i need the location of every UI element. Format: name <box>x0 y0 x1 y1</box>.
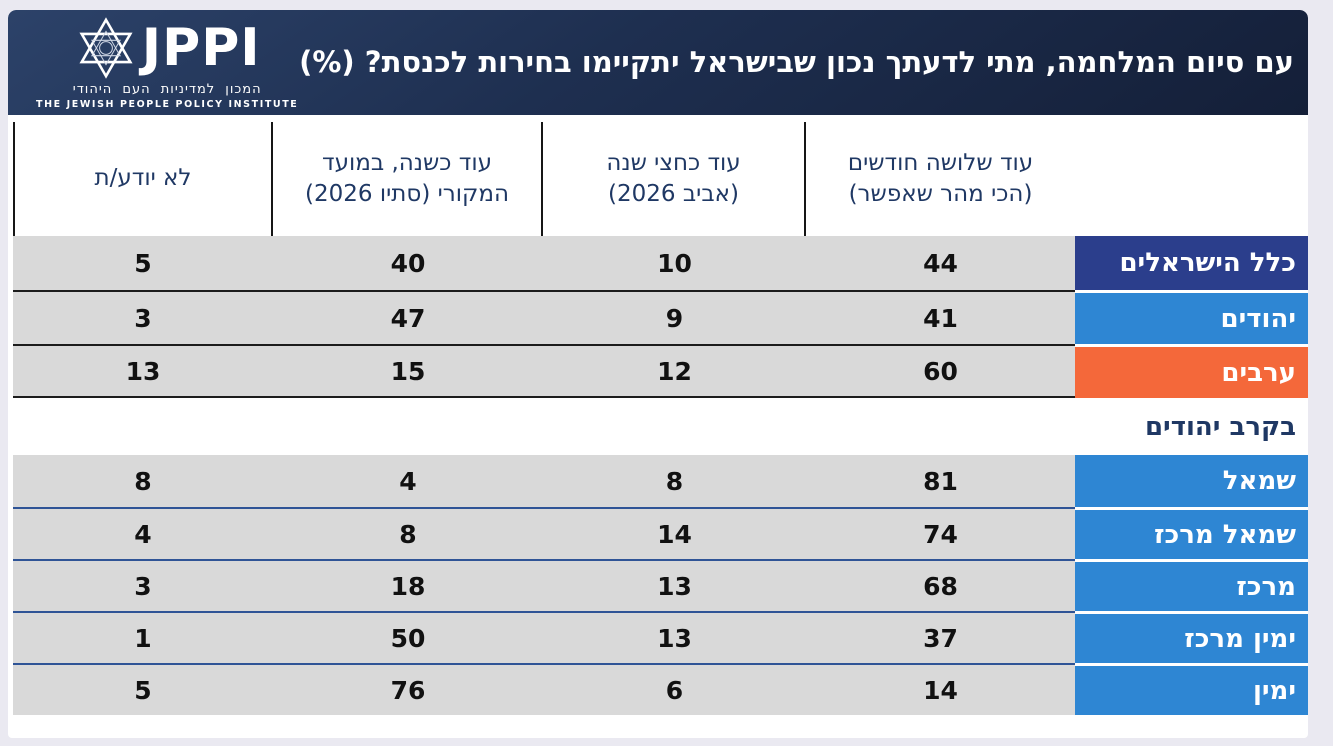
column-header-line: עוד כשנה, במועד <box>322 149 492 176</box>
header-spacer <box>1075 122 1308 236</box>
column-header-line: (אביב 2026) <box>608 181 739 207</box>
value-cell: 13 <box>543 559 806 611</box>
header-band: JPPI המכון למדיניות העם היהודי THE JEWIS… <box>8 10 1308 115</box>
column-header-line: עוד שלושה חודשים <box>847 149 1034 176</box>
value-cell: 76 <box>273 663 543 715</box>
value-cell: 37 <box>806 611 1075 663</box>
value-cell: 8 <box>13 455 273 507</box>
value-cell: 13 <box>13 344 273 398</box>
column-header-line: המקורי (סתיו 2026) <box>305 181 509 207</box>
row-label: כלל הישראלים <box>1075 236 1308 290</box>
column-header-three-months: עוד שלושה חודשים (הכי מהר שאפשר) <box>806 122 1075 236</box>
page-title: עם סיום המלחמה, מתי לדעתך נכון שבישראל י… <box>299 45 1294 80</box>
value-cell: 60 <box>806 344 1075 398</box>
table-row: ערבים 60 12 15 13 <box>13 344 1308 398</box>
logo-tagline-english: THE JEWISH PEOPLE POLICY INSTITUTE <box>36 98 299 110</box>
value-cell: 14 <box>543 507 806 559</box>
logo-wordmark: JPPI <box>141 17 261 78</box>
logo-tagline-hebrew: המכון למדיניות העם היהודי <box>72 81 262 97</box>
value-cell: 8 <box>543 455 806 507</box>
value-cell: 8 <box>273 507 543 559</box>
value-cell: 81 <box>806 455 1075 507</box>
row-label: שמאל מרכז <box>1075 507 1308 559</box>
results-table: עוד שלושה חודשים (הכי מהר שאפשר) עוד כחצ… <box>13 122 1308 715</box>
value-cell: 5 <box>13 236 273 290</box>
value-cell: 74 <box>806 507 1075 559</box>
row-label: מרכז <box>1075 559 1308 611</box>
column-header-line: עוד כחצי שנה <box>606 149 741 176</box>
table-row: מרכז 68 13 18 3 <box>13 559 1308 611</box>
value-cell: 15 <box>273 344 543 398</box>
value-cell: 6 <box>543 663 806 715</box>
table-row: שמאל 81 8 4 8 <box>13 455 1308 507</box>
column-header-dont-know: לא יודע/ת <box>13 122 273 236</box>
row-label: ימין מרכז <box>1075 611 1308 663</box>
value-cell: 12 <box>543 344 806 398</box>
value-cell: 68 <box>806 559 1075 611</box>
value-cell: 13 <box>543 611 806 663</box>
table-row: שמאל מרכז 74 14 8 4 <box>13 507 1308 559</box>
column-header-one-year: עוד כשנה, במועד המקורי (סתיו 2026) <box>273 122 543 236</box>
column-header-line: לא יודע/ת <box>94 165 192 192</box>
column-header-half-year: עוד כחצי שנה (אביב 2026) <box>543 122 806 236</box>
value-cell: 44 <box>806 236 1075 290</box>
logo-top: JPPI <box>74 16 261 80</box>
table-section-all: כלל הישראלים 44 10 40 5 יהודים 41 9 47 3… <box>13 236 1308 398</box>
table-header-row: עוד שלושה חודשים (הכי מהר שאפשר) עוד כחצ… <box>13 122 1308 236</box>
star-of-david-icon <box>79 16 133 79</box>
value-cell: 3 <box>13 559 273 611</box>
report-card: JPPI המכון למדיניות העם היהודי THE JEWIS… <box>8 10 1308 738</box>
table-row: ימין מרכז 37 13 50 1 <box>13 611 1308 663</box>
table-row: יהודים 41 9 47 3 <box>13 290 1308 344</box>
value-cell: 4 <box>273 455 543 507</box>
value-cell: 41 <box>806 290 1075 344</box>
table-section-among-jews: שמאל 81 8 4 8 שמאל מרכז 74 14 8 4 מרכז 6… <box>13 455 1308 715</box>
value-cell: 9 <box>543 290 806 344</box>
value-cell: 10 <box>543 236 806 290</box>
section-header-label: בקרב יהודים <box>1144 411 1296 442</box>
value-cell: 50 <box>273 611 543 663</box>
row-label: שמאל <box>1075 455 1308 507</box>
section-header-row: בקרב יהודים <box>13 398 1308 455</box>
value-cell: 47 <box>273 290 543 344</box>
table-row: כלל הישראלים 44 10 40 5 <box>13 236 1308 290</box>
value-cell: 4 <box>13 507 273 559</box>
value-cell: 14 <box>806 663 1075 715</box>
value-cell: 18 <box>273 559 543 611</box>
value-cell: 1 <box>13 611 273 663</box>
value-cell: 40 <box>273 236 543 290</box>
row-label: יהודים <box>1075 290 1308 344</box>
table-row: ימין 14 6 76 5 <box>13 663 1308 715</box>
column-header-line: (הכי מהר שאפשר) <box>848 181 1033 207</box>
value-cell: 5 <box>13 663 273 715</box>
jppi-logo: JPPI המכון למדיניות העם היהודי THE JEWIS… <box>8 16 298 110</box>
row-label: ימין <box>1075 663 1308 715</box>
value-cell: 3 <box>13 290 273 344</box>
row-label: ערבים <box>1075 344 1308 398</box>
